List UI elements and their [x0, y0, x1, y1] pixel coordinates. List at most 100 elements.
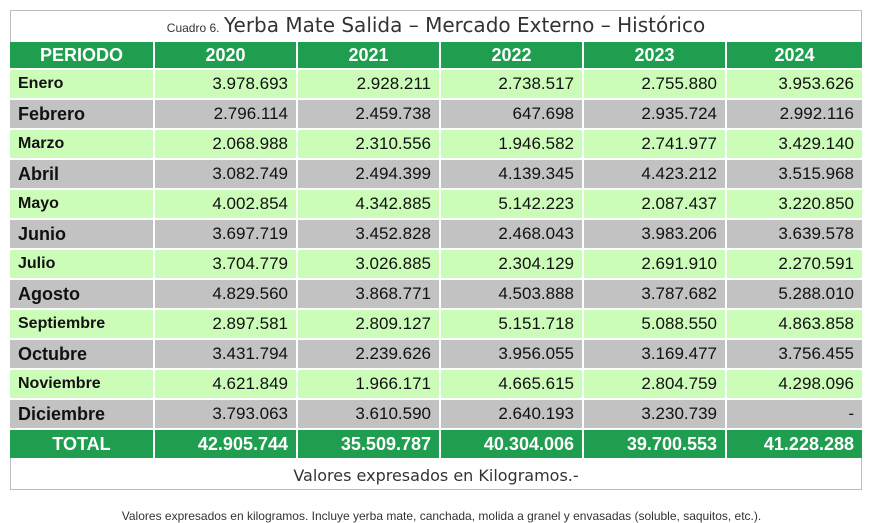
value-cell: 3.026.885	[298, 250, 441, 280]
table-row: Marzo 2.068.988 2.310.556 1.946.582 2.741.97…	[10, 130, 862, 160]
column-header-2023: 2023	[584, 42, 727, 70]
value-cell: 5.142.223	[441, 190, 584, 220]
value-cell: 4.139.345	[441, 160, 584, 190]
header-row: PERIODO 2020 2021 2022 2023 2024	[10, 42, 862, 70]
value-cell: 3.169.477	[584, 340, 727, 370]
value-cell: 4.423.212	[584, 160, 727, 190]
value-cell: 4.863.858	[727, 310, 862, 340]
value-cell: 2.738.517	[441, 70, 584, 100]
value-cell: 2.494.399	[298, 160, 441, 190]
value-cell: 2.809.127	[298, 310, 441, 340]
value-cell: 3.704.779	[155, 250, 298, 280]
value-cell: 2.310.556	[298, 130, 441, 160]
value-cell: 2.897.581	[155, 310, 298, 340]
table-row: Julio 3.704.779 3.026.885 2.304.129 2.691.91…	[10, 250, 862, 280]
value-cell: 4.503.888	[441, 280, 584, 310]
value-cell: 4.002.854	[155, 190, 298, 220]
month-cell: Septiembre	[10, 310, 155, 340]
value-cell: 3.983.206	[584, 220, 727, 250]
column-header-2020: 2020	[155, 42, 298, 70]
month-cell: Febrero	[10, 100, 155, 130]
value-cell: 3.220.850	[727, 190, 862, 220]
month-cell: Enero	[10, 70, 155, 100]
value-cell: 4.665.615	[441, 370, 584, 400]
value-cell: 3.793.063	[155, 400, 298, 430]
table-row: Septiembre 2.897.581 2.809.127 5.151.718 5.0…	[10, 310, 862, 340]
value-cell: 2.691.910	[584, 250, 727, 280]
month-cell: Abril	[10, 160, 155, 190]
column-header-2021: 2021	[298, 42, 441, 70]
table-row: Noviembre 4.621.849 1.966.171 4.665.615 2.80…	[10, 370, 862, 400]
month-cell: Noviembre	[10, 370, 155, 400]
value-cell: 3.697.719	[155, 220, 298, 250]
value-cell: 1.966.171	[298, 370, 441, 400]
value-cell: 4.829.560	[155, 280, 298, 310]
table-body: Enero 3.978.693 2.928.211 2.738.517 2.755.88…	[10, 70, 862, 430]
total-2022: 40.304.006	[441, 430, 584, 458]
value-cell: 2.804.759	[584, 370, 727, 400]
value-cell: 3.452.828	[298, 220, 441, 250]
value-cell: 2.796.114	[155, 100, 298, 130]
month-cell: Diciembre	[10, 400, 155, 430]
value-cell: 2.741.977	[584, 130, 727, 160]
value-cell: 2.304.129	[441, 250, 584, 280]
value-cell: 2.992.116	[727, 100, 862, 130]
value-cell: 3.953.626	[727, 70, 862, 100]
value-cell: 2.640.193	[441, 400, 584, 430]
month-cell: Junio	[10, 220, 155, 250]
value-cell: 2.087.437	[584, 190, 727, 220]
value-cell: 3.956.055	[441, 340, 584, 370]
value-cell: 3.756.455	[727, 340, 862, 370]
value-cell: 3.429.140	[727, 130, 862, 160]
month-cell: Agosto	[10, 280, 155, 310]
total-label: TOTAL	[10, 430, 155, 458]
table-title: Cuadro 6. Yerba Mate Salida – Mercado Ex…	[10, 13, 862, 43]
value-cell: 2.459.738	[298, 100, 441, 130]
value-cell: 3.431.794	[155, 340, 298, 370]
value-cell: 3.610.590	[298, 400, 441, 430]
month-cell: Mayo	[10, 190, 155, 220]
table-row: Octubre 3.431.794 2.239.626 3.956.055 3.169.…	[10, 340, 862, 370]
total-2024: 41.228.288	[727, 430, 862, 458]
column-header-2022: 2022	[441, 42, 584, 70]
total-2021: 35.509.787	[298, 430, 441, 458]
table-row: Diciembre 3.793.063 3.610.590 2.640.193 3.23…	[10, 400, 862, 430]
value-cell: 4.621.849	[155, 370, 298, 400]
column-header-periodo: PERIODO	[10, 42, 155, 70]
table-row: Abril 3.082.749 2.494.399 4.139.345 4.423.21…	[10, 160, 862, 190]
value-cell: 3.978.693	[155, 70, 298, 100]
table-row: Mayo 4.002.854 4.342.885 5.142.223 2.087.437…	[10, 190, 862, 220]
value-cell: 3.082.749	[155, 160, 298, 190]
table-row: Enero 3.978.693 2.928.211 2.738.517 2.755.88…	[10, 70, 862, 100]
title-main: Yerba Mate Salida – Mercado Externo – Hi…	[223, 13, 706, 37]
value-cell: 5.151.718	[441, 310, 584, 340]
value-cell: 3.868.771	[298, 280, 441, 310]
total-2023: 39.700.553	[584, 430, 727, 458]
footnote: Valores expresados en kilogramos. Incluy…	[121, 509, 762, 523]
table-row: Junio 3.697.719 3.452.828 2.468.043 3.983.20…	[10, 220, 862, 250]
value-cell: 647.698	[441, 100, 584, 130]
value-cell: 3.230.739	[584, 400, 727, 430]
value-cell: 2.935.724	[584, 100, 727, 130]
value-cell: 2.928.211	[298, 70, 441, 100]
total-2020: 42.905.744	[155, 430, 298, 458]
value-cell: 5.288.010	[727, 280, 862, 310]
units-note: Valores expresados en Kilogramos.-	[293, 466, 579, 485]
month-cell: Julio	[10, 250, 155, 280]
value-cell: 3.639.578	[727, 220, 862, 250]
value-cell: 2.239.626	[298, 340, 441, 370]
value-cell: -	[727, 400, 862, 430]
value-cell: 5.088.550	[584, 310, 727, 340]
export-table: PERIODO 2020 2021 2022 2023 2024 Enero 3.…	[10, 42, 862, 458]
value-cell: 2.270.591	[727, 250, 862, 280]
table-row: Agosto 4.829.560 3.868.771 4.503.888 3.787.6…	[10, 280, 862, 310]
month-cell: Octubre	[10, 340, 155, 370]
value-cell: 2.468.043	[441, 220, 584, 250]
column-header-2024: 2024	[727, 42, 862, 70]
table-row: Febrero 2.796.114 2.459.738 647.698 2.935.72…	[10, 100, 862, 130]
value-cell: 4.298.096	[727, 370, 862, 400]
value-cell: 2.068.988	[155, 130, 298, 160]
value-cell: 1.946.582	[441, 130, 584, 160]
total-row: TOTAL 42.905.744 35.509.787 40.304.006 3…	[10, 430, 862, 458]
title-prefix: Cuadro 6.	[166, 21, 220, 35]
